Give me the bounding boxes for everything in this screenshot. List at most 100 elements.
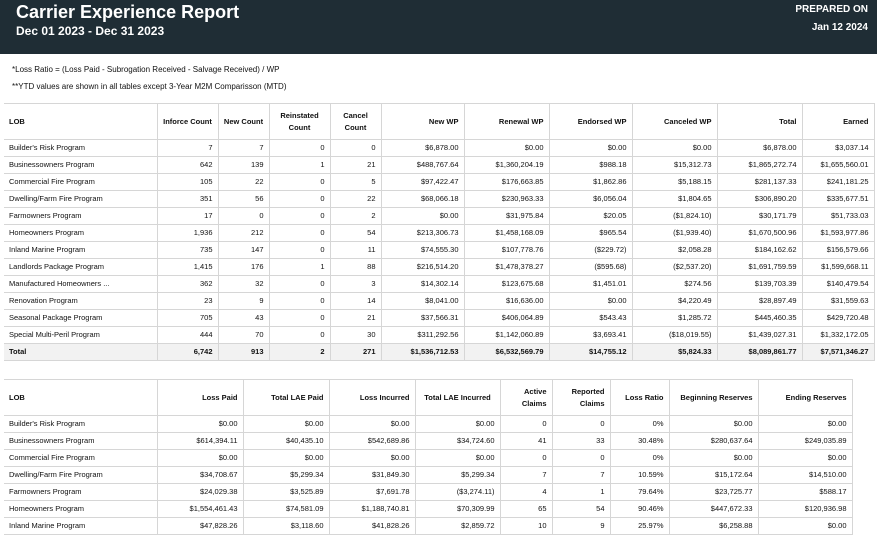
- table-cell: $2,859.72: [414, 517, 501, 535]
- loss-table: LOB Loss Paid Total LAE Paid Loss Incurred T…: [4, 379, 853, 535]
- table-cell: $3,525.89: [242, 483, 330, 501]
- table-cell: $1,554,461.43: [156, 500, 244, 518]
- table-cell: $23,725.77: [668, 483, 759, 501]
- row-label-cell: Special Multi-Peril Program: [4, 326, 158, 344]
- loss-ratio-note: *Loss Ratio = (Loss Paid - Subrogation R…: [12, 65, 280, 74]
- table-cell: $1,593,977.86: [801, 224, 875, 242]
- table-cell: $1,332,172.05: [801, 326, 875, 344]
- row-label-cell: Seasonal Package Program: [4, 309, 158, 327]
- report-date-range: Dec 01 2023 - Dec 31 2023: [16, 24, 165, 38]
- table-cell: ($2,537.20): [631, 258, 718, 276]
- row-label-cell: Builder's Risk Program: [4, 415, 158, 433]
- table-cell: $542,689.86: [328, 432, 416, 450]
- column-header: Active Claims: [499, 379, 553, 416]
- table-cell: 0: [268, 173, 331, 191]
- table-cell: 705: [156, 309, 219, 327]
- report-header: Carrier Experience Report Dec 01 2023 - …: [0, 0, 877, 54]
- table-cell: 0: [217, 207, 270, 225]
- table-cell: $0.00: [668, 415, 759, 433]
- column-header: Ending Reserves: [757, 379, 853, 416]
- table-cell: 33: [551, 432, 611, 450]
- table-cell: $0.00: [156, 449, 244, 467]
- table-cell: 54: [329, 224, 382, 242]
- table-cell: $241,181.25: [801, 173, 875, 191]
- table-cell: $6,878.00: [716, 139, 803, 157]
- table-cell: $488,767.64: [380, 156, 465, 174]
- table-cell: 21: [329, 309, 382, 327]
- table-cell: $31,849.30: [328, 466, 416, 484]
- table-cell: 7: [217, 139, 270, 157]
- table-cell: $8,089,861.77: [716, 343, 803, 361]
- table-cell: $1,439,027.31: [716, 326, 803, 344]
- table-cell: $2,058.28: [631, 241, 718, 259]
- table-cell: $1,655,560.01: [801, 156, 875, 174]
- table-cell: $1,670,500.96: [716, 224, 803, 242]
- table-cell: $15,172.64: [668, 466, 759, 484]
- table-cell: $1,360,204.19: [463, 156, 550, 174]
- table-cell: 1: [268, 156, 331, 174]
- table-cell: $1,536,712.53: [380, 343, 465, 361]
- table-cell: 147: [217, 241, 270, 259]
- table-cell: $41,828.26: [328, 517, 416, 535]
- table-cell: $184,162.62: [716, 241, 803, 259]
- table-cell: $0.00: [414, 449, 501, 467]
- table-cell: 25.97%: [609, 517, 670, 535]
- table-cell: $0.00: [757, 415, 853, 433]
- table-cell: 1,936: [156, 224, 219, 242]
- premium-table-header-row: LOB Inforce Count New Count Reinstated Coun…: [4, 103, 875, 140]
- row-label-cell: Farmowners Program: [4, 483, 158, 501]
- table-cell: $1,188,740.81: [328, 500, 416, 518]
- table-cell: $0.00: [156, 415, 244, 433]
- table-cell: 271: [329, 343, 382, 361]
- table-cell: $406,064.89: [463, 309, 550, 327]
- table-cell: 0%: [609, 415, 670, 433]
- row-label-cell: Businessowners Program: [4, 432, 158, 450]
- table-cell: $14,755.12: [548, 343, 633, 361]
- table-cell: 0%: [609, 449, 670, 467]
- table-cell: 0: [329, 139, 382, 157]
- table-cell: $24,029.38: [156, 483, 244, 501]
- column-header: Inforce Count: [156, 103, 219, 140]
- table-cell: $447,672.33: [668, 500, 759, 518]
- table-cell: 351: [156, 190, 219, 208]
- table-row: Seasonal Package Program 705 43 0 21 $37,566.…: [4, 309, 875, 327]
- table-cell: $28,897.49: [716, 292, 803, 310]
- table-cell: $0.00: [548, 139, 633, 157]
- table-cell: 0: [268, 190, 331, 208]
- table-cell: 90.46%: [609, 500, 670, 518]
- row-label-cell: Commercial Fire Program: [4, 173, 158, 191]
- table-cell: $34,724.60: [414, 432, 501, 450]
- column-header: Renewal WP: [463, 103, 550, 140]
- table-cell: $14,510.00: [757, 466, 853, 484]
- table-cell: $68,066.18: [380, 190, 465, 208]
- table-cell: 7: [499, 466, 553, 484]
- column-header: Total: [716, 103, 803, 140]
- table-cell: $30,171.79: [716, 207, 803, 225]
- table-cell: 735: [156, 241, 219, 259]
- row-label-cell: Manufactured Homeowners ...: [4, 275, 158, 293]
- table-cell: $1,478,378.27: [463, 258, 550, 276]
- report-title: Carrier Experience Report: [16, 2, 240, 22]
- table-cell: 1: [268, 258, 331, 276]
- table-row: Commercial Fire Program 105 22 0 5 $97,422.47…: [4, 173, 875, 191]
- table-cell: $5,824.33: [631, 343, 718, 361]
- prepared-on-date: Jan 12 2024: [811, 22, 868, 33]
- table-cell: $0.00: [757, 517, 853, 535]
- table-cell: $311,292.56: [380, 326, 465, 344]
- table-cell: 2: [329, 207, 382, 225]
- column-header: New Count: [217, 103, 270, 140]
- table-cell: 0: [499, 449, 553, 467]
- table-cell: 10.59%: [609, 466, 670, 484]
- table-cell: 0: [551, 415, 611, 433]
- table-row: Homeowners Program 1,936 212 0 54 $213,306.73…: [4, 224, 875, 242]
- table-cell: 0: [268, 139, 331, 157]
- row-label-cell: Homeowners Program: [4, 500, 158, 518]
- table-cell: 6,742: [156, 343, 219, 361]
- table-cell: 105: [156, 173, 219, 191]
- table-cell: 23: [156, 292, 219, 310]
- table-cell: 5: [329, 173, 382, 191]
- table-cell: 362: [156, 275, 219, 293]
- table-cell: 10: [499, 517, 553, 535]
- table-cell: ($1,824.10): [631, 207, 718, 225]
- table-cell: $140,479.54: [801, 275, 875, 293]
